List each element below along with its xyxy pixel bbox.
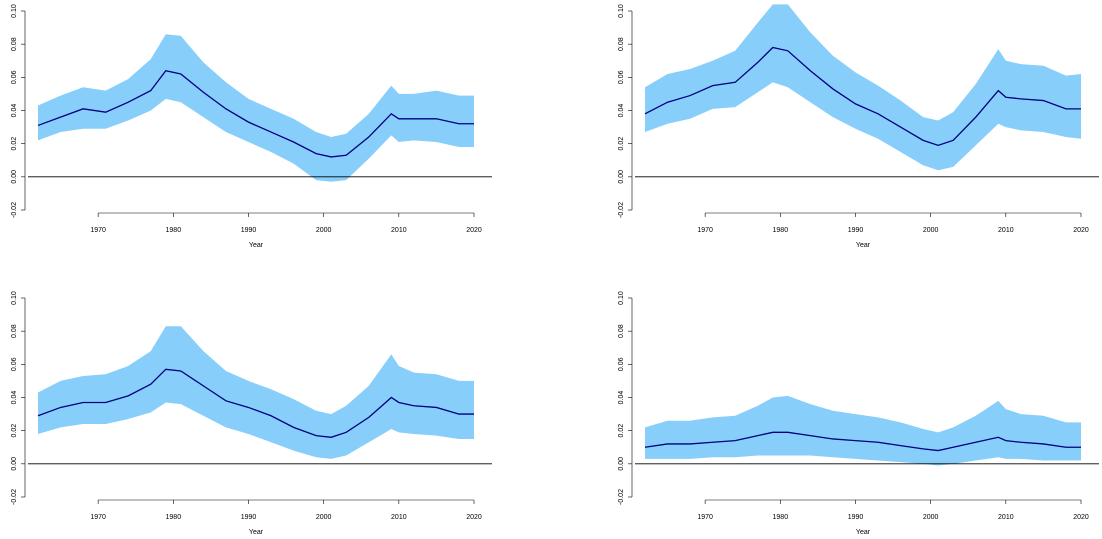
y-tick-label: -0.02 [11,202,18,218]
x-tick-label: 2010 [391,514,407,521]
x-tick-label: 1970 [697,514,713,521]
y-tick-label: -0.02 [618,489,625,505]
x-tick-label: 1980 [166,514,182,521]
x-tick-label: 2010 [998,514,1014,521]
y-tick-label: 0.04 [11,104,18,118]
x-axis-label: Year [856,242,871,249]
y-tick-label: 0.08 [618,324,625,338]
x-tick-label: 2000 [923,514,939,521]
confidence-band [645,395,1081,466]
x-tick-label: 2000 [923,227,939,234]
y-tick-label: 0.06 [618,357,625,371]
y-tick-label: 0.10 [11,4,18,18]
x-axis-label: Year [249,242,264,249]
y-tick-label: 0.08 [11,37,18,51]
panel: -0.02 0.00 0.02 0.04 0.06 0.08 0.10 1970 1980 199… [11,4,492,249]
confidence-band [645,4,1081,171]
x-tick-label: 1980 [773,514,789,521]
panel: -0.02 0.00 0.02 0.04 0.06 0.08 0.10 1970 1980 199… [11,291,492,536]
y-tick-label: 0.04 [11,391,18,405]
x-tick-label: 1970 [90,227,106,234]
x-tick-label: 1990 [241,514,257,521]
y-tick-label: -0.02 [11,489,18,505]
estimate-line [37,368,474,438]
y-tick-label: 0.06 [11,70,18,84]
y-tick-label: 0.06 [618,70,625,84]
x-tick-label: 1980 [773,227,789,234]
y-tick-label: 0.04 [618,391,625,405]
y-tick-label: 0.10 [618,4,625,18]
y-tick-label: 0.00 [11,457,18,471]
x-tick-label: 2000 [316,514,332,521]
x-tick-label: 1970 [697,227,713,234]
estimate-line [644,431,1081,452]
panel: -0.02 0.00 0.02 0.04 0.06 0.08 0.10 1970 1980 199… [618,291,1099,536]
x-tick-label: 1970 [90,514,106,521]
x-tick-label: 1990 [848,227,864,234]
confidence-band [38,326,474,459]
y-tick-label: 0.02 [618,424,625,438]
x-axis-label: Year [249,529,264,536]
confidence-band [38,34,474,182]
y-tick-label: 0.08 [618,37,625,51]
y-tick-label: 0.00 [11,170,18,184]
x-tick-label: 2020 [466,514,482,521]
y-tick-label: -0.02 [618,202,625,218]
x-tick-label: 1990 [848,514,864,521]
x-tick-label: 2020 [1073,227,1089,234]
y-tick-label: 0.04 [618,104,625,118]
x-tick-label: 1990 [241,227,257,234]
x-axis-label: Year [856,529,871,536]
y-tick-label: 0.00 [618,170,625,184]
panel: -0.02 0.00 0.02 0.04 0.06 0.08 0.10 1970 1980 199… [618,4,1099,249]
x-tick-label: 2020 [466,227,482,234]
x-tick-label: 1980 [166,227,182,234]
estimate-line [644,46,1081,147]
y-tick-label: 0.10 [618,291,625,305]
y-tick-label: 0.10 [11,291,18,305]
estimate-line [37,69,474,158]
y-tick-label: 0.06 [11,357,18,371]
y-tick-label: 0.02 [11,424,18,438]
y-tick-label: 0.02 [618,137,625,151]
y-tick-label: 0.08 [11,324,18,338]
y-tick-label: 0.00 [618,457,625,471]
x-tick-label: 2000 [316,227,332,234]
y-tick-label: 0.02 [11,137,18,151]
x-tick-label: 2020 [1073,514,1089,521]
x-tick-label: 2010 [391,227,407,234]
x-tick-label: 2010 [998,227,1014,234]
